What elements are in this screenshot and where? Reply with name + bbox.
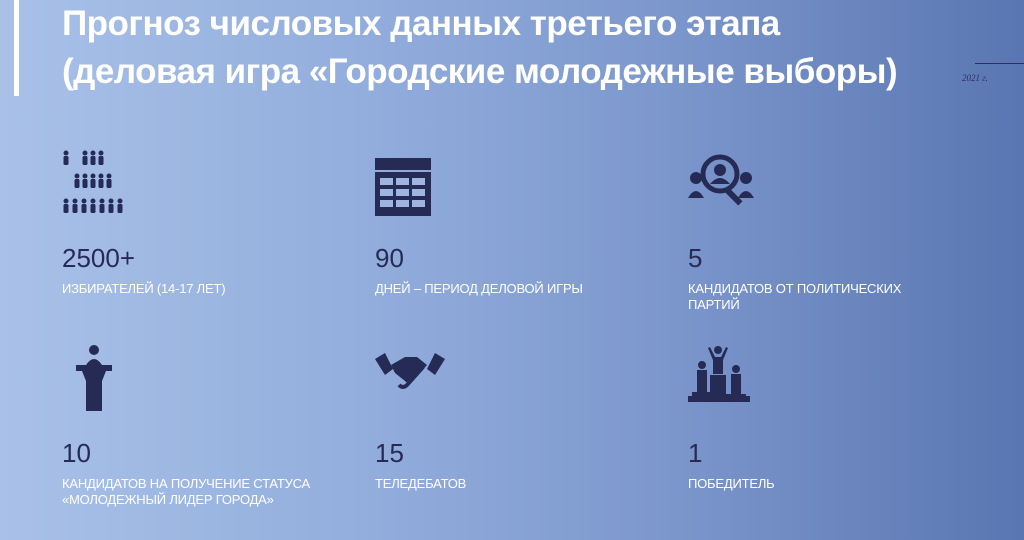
podium-speaker-icon <box>76 345 112 413</box>
handshake-icon <box>375 353 445 389</box>
stat-value: 15 <box>375 438 404 468</box>
people-pyramid-icon <box>63 150 123 213</box>
stat-value: 2500+ <box>62 243 136 273</box>
candidate-search-icon <box>688 154 754 206</box>
stat-label: КАНДИДАТОВ НА ПОЛУЧЕНИЕ СТАТУСА «МОЛОДЕЖ… <box>62 476 311 507</box>
winner-pedestal-icon <box>688 346 750 402</box>
stat-value: 10 <box>62 438 91 468</box>
calendar-icon <box>375 158 431 216</box>
stat-label: ТЕЛЕДЕБАТОВ <box>375 476 467 491</box>
year-label: 2021 г. <box>962 73 988 83</box>
stat-label: ИЗБИРАТЕЛЕЙ (14-17 ЛЕТ) <box>62 281 226 296</box>
stat-winner: 1 ПОБЕДИТЕЛЬ <box>688 345 968 492</box>
stat-party-candidates: 5 КАНДИДАТОВ ОТ ПОЛИТИЧЕСКИХ ПАРТИЙ <box>688 150 968 313</box>
stat-days: 90 ДНЕЙ – ПЕРИОД ДЕЛОВОЙ ИГРЫ <box>375 150 655 297</box>
stat-label: ПОБЕДИТЕЛЬ <box>688 476 775 491</box>
stat-leader-candidates: 10 КАНДИДАТОВ НА ПОЛУЧЕНИЕ СТАТУСА «МОЛО… <box>62 345 342 508</box>
stat-debates: 15 ТЕЛЕДЕБАТОВ <box>375 345 655 492</box>
accent-bar <box>14 0 19 96</box>
stat-value: 5 <box>688 243 703 273</box>
stat-label: КАНДИДАТОВ ОТ ПОЛИТИЧЕСКИХ ПАРТИЙ <box>688 281 902 312</box>
stat-voters: 2500+ ИЗБИРАТЕЛЕЙ (14-17 ЛЕТ) <box>62 150 342 297</box>
stat-label: ДНЕЙ – ПЕРИОД ДЕЛОВОЙ ИГРЫ <box>375 281 583 296</box>
stat-value: 1 <box>688 438 703 468</box>
page-title: Прогноз числовых данных третьего этапа (… <box>62 4 898 91</box>
divider <box>975 63 1024 64</box>
stat-value: 90 <box>375 243 404 273</box>
